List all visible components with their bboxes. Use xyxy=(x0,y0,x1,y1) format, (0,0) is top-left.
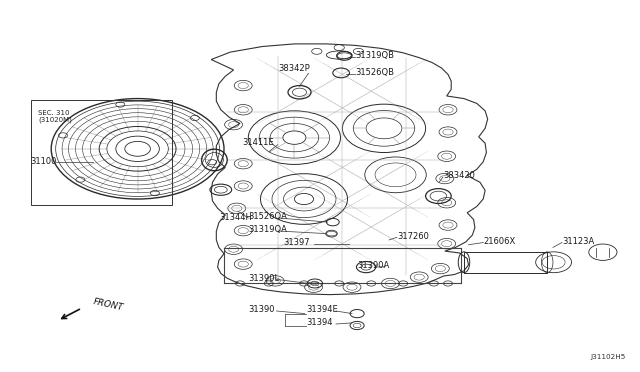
Text: 31411E: 31411E xyxy=(242,138,273,147)
Text: 38342P: 38342P xyxy=(278,64,310,73)
Text: 31123A: 31123A xyxy=(562,237,594,246)
Bar xyxy=(31,100,172,205)
Text: 383420: 383420 xyxy=(444,171,476,180)
Text: 31394E: 31394E xyxy=(306,305,338,314)
Text: 31390L: 31390L xyxy=(248,274,280,283)
Text: FRONT: FRONT xyxy=(93,298,125,312)
Text: 31319QB: 31319QB xyxy=(355,51,394,60)
Text: 31526QA: 31526QA xyxy=(248,212,287,221)
Text: 317260: 317260 xyxy=(397,232,429,241)
Text: 31390: 31390 xyxy=(248,305,275,314)
Text: 31344H: 31344H xyxy=(219,213,252,222)
Text: SEC. 310
(31020M): SEC. 310 (31020M) xyxy=(38,110,72,123)
Text: 31397: 31397 xyxy=(283,238,310,247)
Text: 31100: 31100 xyxy=(30,157,56,166)
Text: 31390A: 31390A xyxy=(357,261,389,270)
Bar xyxy=(464,252,547,273)
Text: 31319QA: 31319QA xyxy=(248,225,287,234)
Text: 31526QB: 31526QB xyxy=(355,68,394,77)
Text: 21606X: 21606X xyxy=(483,237,515,246)
Text: J31102H5: J31102H5 xyxy=(591,354,626,360)
Text: 31394: 31394 xyxy=(306,318,332,327)
